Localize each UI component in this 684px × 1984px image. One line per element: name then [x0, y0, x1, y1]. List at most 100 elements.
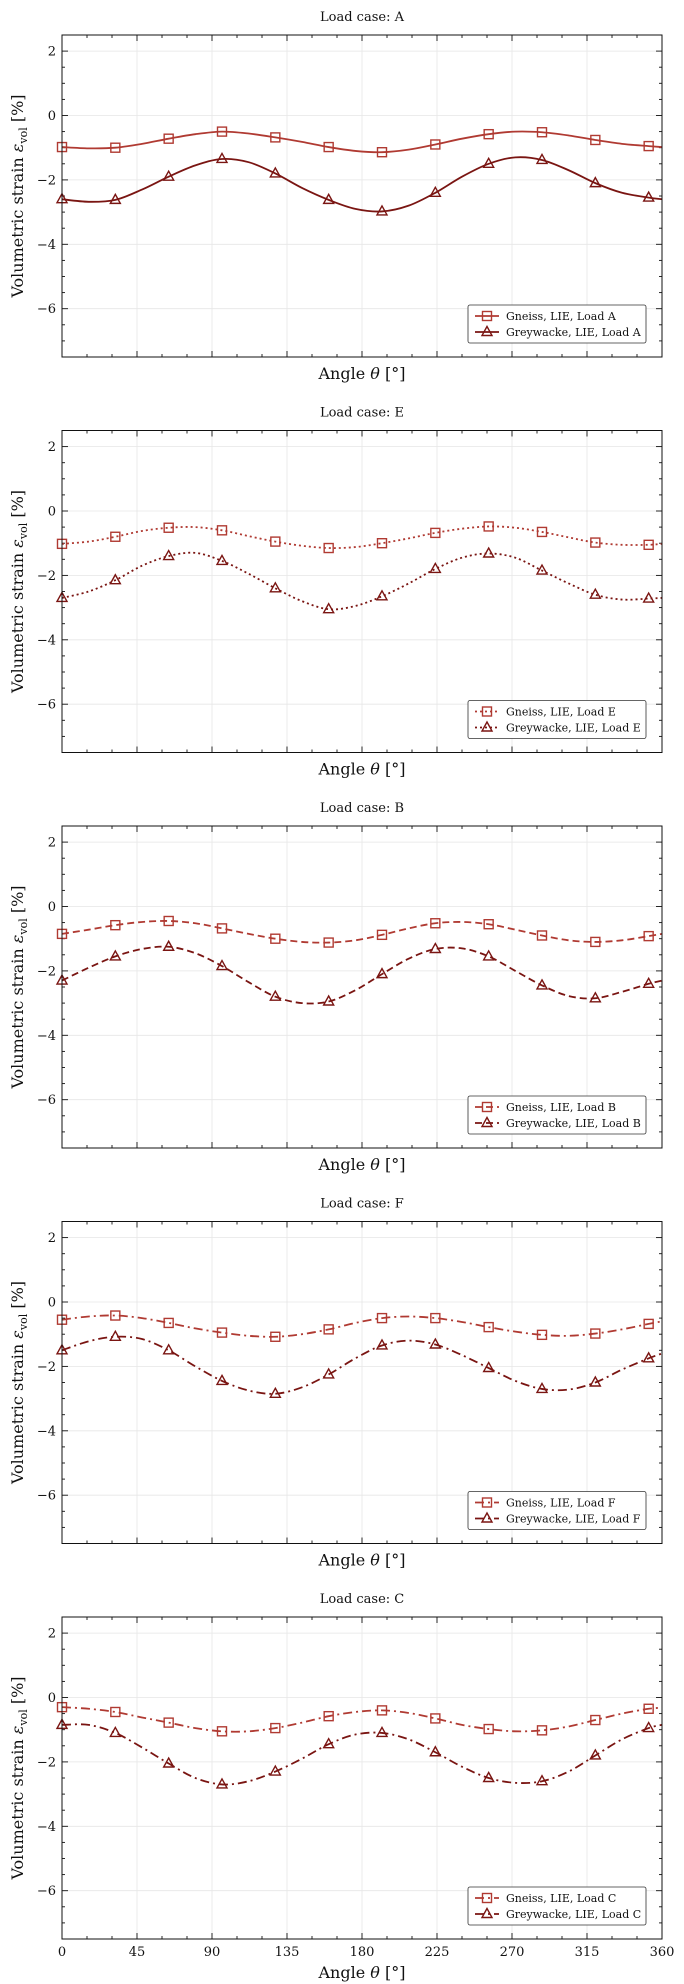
data-point-marker — [110, 531, 121, 542]
legend: Gneiss, LIE, Load F Greywacke, LIE, Load … — [467, 1491, 647, 1530]
data-point-marker — [162, 939, 175, 951]
data-point-marker — [270, 933, 281, 944]
x-tick-label: 45 — [129, 1945, 146, 1960]
data-point-marker — [535, 1381, 549, 1394]
x-tick-label: 315 — [575, 1945, 600, 1960]
data-point-marker — [535, 978, 549, 990]
legend-label: Greywacke, LIE, Load F — [506, 1512, 641, 1525]
series-gneiss — [56, 1310, 663, 1342]
data-point-marker — [109, 573, 122, 585]
data-point-marker — [376, 1705, 388, 1716]
data-point-marker — [589, 1375, 602, 1387]
y-tick-label: −2 — [37, 569, 56, 584]
data-point-marker — [642, 976, 655, 988]
data-point-marker — [323, 1324, 334, 1335]
legend-marker — [481, 1101, 493, 1113]
series-line — [61, 156, 663, 213]
data-point-marker — [589, 176, 602, 188]
data-point-marker — [430, 1713, 441, 1724]
data-point-marker — [536, 1725, 548, 1736]
data-point-marker — [643, 140, 654, 152]
y-axis-label: Volumetric strain εvol [%] — [8, 1281, 30, 1485]
x-axis-label: Angle θ [°] — [318, 760, 406, 779]
data-point-marker — [110, 1310, 121, 1321]
data-point-marker — [269, 581, 282, 593]
data-point-marker — [483, 1321, 494, 1333]
legend-frame — [467, 304, 647, 344]
data-point-marker — [590, 1328, 601, 1339]
y-tick-label: −2 — [37, 964, 56, 979]
x-tick-label: 135 — [275, 1945, 300, 1960]
series-gneiss — [56, 915, 663, 948]
data-point-marker — [376, 929, 388, 941]
y-tick-label: −6 — [37, 1884, 56, 1899]
data-point-marker — [429, 185, 442, 197]
x-tick-label: 225 — [425, 1945, 450, 1960]
data-point-marker — [643, 1703, 654, 1714]
data-point-marker — [643, 539, 654, 551]
data-point-marker — [269, 1764, 282, 1776]
data-point-marker — [535, 563, 549, 575]
data-point-marker — [429, 1337, 442, 1349]
data-point-marker — [482, 546, 495, 558]
data-point-marker — [215, 959, 229, 971]
x-tick-label: 180 — [350, 1945, 375, 1960]
data-point-marker — [642, 190, 655, 202]
y-tick-label: −6 — [37, 302, 56, 317]
data-point-marker — [269, 989, 282, 1001]
data-point-marker — [535, 152, 549, 165]
data-point-marker — [163, 915, 174, 927]
data-point-marker — [483, 521, 494, 532]
chart-title: Load case: F — [320, 1197, 404, 1212]
y-tick-label: 0 — [48, 1296, 56, 1311]
y-tick-label: 0 — [48, 1691, 56, 1706]
y-axis-label: Volumetric strain εvol [%] — [8, 1676, 30, 1880]
data-point-marker — [162, 549, 175, 561]
data-point-marker — [642, 591, 655, 603]
data-point-marker — [642, 1351, 655, 1363]
legend-marker — [481, 1892, 493, 1904]
data-point-marker — [375, 967, 389, 979]
data-point-marker — [322, 192, 335, 205]
data-point-marker — [589, 1748, 602, 1760]
y-tick-label: 2 — [48, 836, 56, 851]
legend-marker — [480, 720, 494, 732]
legend-marker — [481, 1497, 493, 1508]
data-point-marker — [322, 602, 335, 614]
data-point-marker — [216, 923, 228, 934]
y-tick-label: 0 — [48, 109, 56, 124]
x-tick-label: 270 — [500, 1945, 525, 1960]
data-point-marker — [269, 1386, 282, 1398]
chart-title: Load case: E — [320, 406, 404, 421]
data-point-marker — [375, 204, 389, 216]
series-line — [61, 130, 663, 154]
y-tick-label: −4 — [37, 1820, 56, 1835]
axes-frame — [61, 34, 663, 358]
data-point-marker — [162, 1756, 175, 1768]
y-tick-label: −6 — [37, 698, 56, 713]
data-point-marker — [270, 536, 281, 547]
legend-label: Gneiss, LIE, Load C — [506, 1892, 616, 1905]
data-point-marker — [429, 942, 442, 954]
legend-label: Gneiss, LIE, Load A — [506, 310, 617, 323]
legend-frame — [467, 700, 647, 739]
y-tick-label: −4 — [37, 238, 56, 253]
data-point-marker — [322, 1367, 335, 1379]
data-point-marker — [590, 537, 601, 548]
series-line — [61, 1706, 663, 1733]
data-point-marker — [430, 139, 441, 150]
legend-frame — [467, 1491, 647, 1530]
data-point-marker — [322, 1737, 335, 1749]
data-point-marker — [483, 919, 494, 930]
x-axis-label: Angle θ [°] — [318, 1551, 406, 1570]
data-point-marker — [483, 1723, 494, 1735]
data-point-marker — [536, 1329, 548, 1341]
legend: Gneiss, LIE, Load A Greywacke, LIE, Load … — [467, 304, 647, 344]
data-point-marker — [109, 192, 122, 205]
legend-marker — [480, 1907, 494, 1919]
data-point-marker — [323, 542, 334, 554]
legend: Gneiss, LIE, Load B Greywacke, LIE, Load … — [467, 1095, 647, 1135]
